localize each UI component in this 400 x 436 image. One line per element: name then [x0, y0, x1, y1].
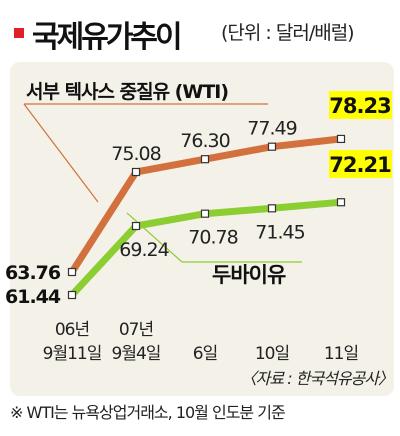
wti-data-label: 63.76 — [5, 262, 61, 284]
wti-point — [336, 134, 346, 144]
wti-legend-leader — [23, 103, 99, 203]
dubai-data-label: 61.44 — [5, 286, 61, 308]
wti-data-label: 77.49 — [247, 118, 296, 140]
dubai-series-name: 두바이유 — [212, 263, 286, 287]
x-tick-label: 9월11일 — [43, 344, 102, 364]
dubai-point — [131, 221, 141, 231]
dubai-data-label: 70.78 — [188, 227, 237, 249]
wti-point — [267, 142, 277, 151]
wti-data-label: 78.23 — [329, 94, 390, 118]
dubai-point — [267, 204, 277, 213]
chart-title: 국제유가추이 — [32, 20, 183, 55]
dubai-data-label: 72.21 — [329, 153, 391, 177]
dubai-last-highlight — [329, 150, 392, 178]
source-note: 〈자료 : 한국석유공사〉 — [241, 369, 393, 388]
dubai-legend-leader — [126, 212, 183, 263]
wti-series-name: 서부 텍사스 중질유 (WTI) — [26, 81, 228, 103]
dubai-point — [336, 198, 346, 207]
wti-point — [200, 155, 210, 164]
x-tick-labels: 06년 9월11일 07년 9월4일 6일 10일 11일 — [43, 320, 360, 364]
x-tick-label: 07년 — [119, 320, 153, 340]
x-tick-label: 10일 — [255, 344, 289, 364]
x-tick-label: 9월4일 — [112, 344, 161, 364]
dubai-point — [67, 290, 77, 300]
wti-last-highlight — [329, 91, 392, 119]
x-tick-label: 06년 — [55, 320, 89, 340]
series-callouts: 서부 텍사스 중질유 (WTI) 두바이유 — [23, 81, 302, 287]
wti-point — [67, 267, 77, 277]
x-tick-label: 6일 — [193, 344, 217, 364]
data-points — [67, 134, 346, 300]
footnote: ※ WTI는 뉴욕상업거래소, 10월 인도분 기준 — [10, 403, 286, 422]
data-labels: 63.76 75.08 76.30 77.49 78.23 61.44 69.24 70.78… — [5, 91, 392, 308]
dubai-point — [200, 209, 210, 218]
wti-point — [131, 167, 141, 177]
title-marker-icon — [14, 28, 24, 38]
x-tick-label: 11일 — [324, 344, 358, 364]
dubai-data-label: 71.45 — [255, 221, 304, 243]
wti-data-label: 76.30 — [180, 130, 229, 152]
dubai-data-label: 69.24 — [119, 239, 169, 261]
wti-data-label: 75.08 — [111, 143, 160, 165]
chart-unit: (단위 : 달러/배럴) — [221, 22, 355, 44]
